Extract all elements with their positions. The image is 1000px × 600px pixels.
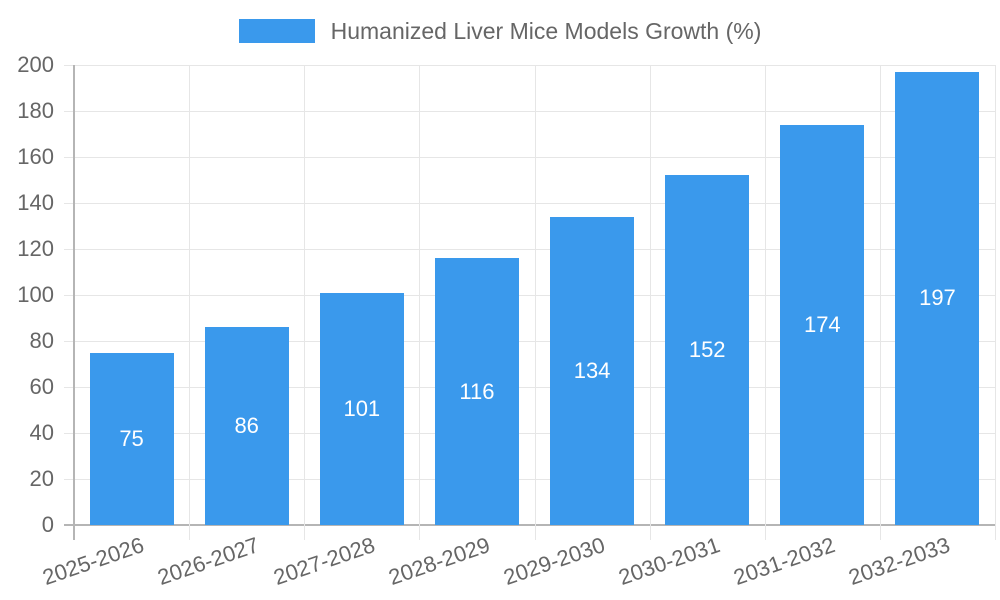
bar-2031-2032[interactable]: 174 <box>780 124 865 525</box>
y-axis-tick-label: 40 <box>29 420 54 445</box>
y-gridline <box>64 387 995 388</box>
y-axis-tick-label: 100 <box>17 282 54 307</box>
y-gridline <box>64 341 995 342</box>
y-gridline <box>64 65 995 66</box>
x-axis-tick-label: 2027-2028 <box>270 532 378 590</box>
y-gridline <box>64 479 995 480</box>
x-gridline <box>879 65 881 540</box>
x-gridline <box>534 65 536 540</box>
bar-2030-2031[interactable]: 152 <box>665 175 750 525</box>
y-axis-tick-label: 60 <box>29 374 54 399</box>
chart-legend-item[interactable]: Humanized Liver Mice Models Growth (%) <box>0 16 1000 46</box>
y-gridline <box>64 111 995 112</box>
y-axis-tick-label: 20 <box>29 466 54 491</box>
bar-value-label: 75 <box>119 425 144 451</box>
y-gridline <box>64 433 995 434</box>
x-gridline <box>189 65 191 540</box>
x-gridline <box>419 65 421 540</box>
legend-label: Humanized Liver Mice Models Growth (%) <box>330 18 762 44</box>
y-axis-line <box>73 65 75 540</box>
y-axis-tick-label: 80 <box>29 328 54 353</box>
bar-value-label: 116 <box>459 378 495 404</box>
x-axis-tick-label: 2031-2032 <box>730 532 839 590</box>
bar-value-label: 86 <box>234 413 259 439</box>
x-axis-tick-label: 2025-2026 <box>39 532 148 590</box>
y-axis-tick-label: 180 <box>17 98 54 123</box>
x-axis-tick-label: 2032-2033 <box>845 532 954 590</box>
x-gridline <box>304 65 306 540</box>
y-axis-tick-label: 140 <box>17 190 54 215</box>
y-axis-tick-label: 160 <box>17 144 54 169</box>
y-gridline <box>64 157 995 158</box>
bar-value-label: 134 <box>573 357 611 383</box>
y-gridline <box>64 295 995 296</box>
bar-value-label: 174 <box>803 311 841 337</box>
bar-2032-2033[interactable]: 197 <box>895 71 980 525</box>
bar-2029-2030[interactable]: 134 <box>550 216 635 525</box>
x-axis-tick-label: 2030-2031 <box>615 532 724 590</box>
bar-value-label: 152 <box>688 337 726 363</box>
x-axis-tick-label: 2029-2030 <box>500 532 608 590</box>
bar-value-label: 197 <box>919 285 956 311</box>
bar-2025-2026[interactable]: 75 <box>89 352 174 525</box>
y-axis-tick-label: 200 <box>17 52 54 77</box>
x-gridline <box>764 65 766 540</box>
y-gridline <box>64 203 995 204</box>
y-axis-tick-label: 120 <box>17 236 54 261</box>
legend-swatch-icon <box>238 19 315 43</box>
bar-2026-2027[interactable]: 86 <box>204 327 289 525</box>
bar-value-label: 101 <box>343 395 381 421</box>
y-axis-tick-label: 0 <box>41 512 54 537</box>
x-gridline <box>649 65 651 540</box>
x-axis-line <box>64 524 995 526</box>
y-gridline <box>64 249 995 250</box>
x-axis-tick-label: 2026-2027 <box>154 532 263 590</box>
x-axis-tick-label: 2028-2029 <box>385 532 493 590</box>
bar-2027-2028[interactable]: 101 <box>319 292 404 525</box>
bar-2028-2029[interactable]: 116 <box>434 258 519 525</box>
x-gridline <box>995 65 996 540</box>
